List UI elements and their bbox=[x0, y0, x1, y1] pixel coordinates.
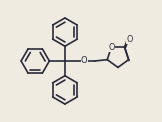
Text: O: O bbox=[108, 43, 115, 52]
Text: O: O bbox=[127, 35, 133, 44]
Text: O: O bbox=[81, 56, 87, 66]
